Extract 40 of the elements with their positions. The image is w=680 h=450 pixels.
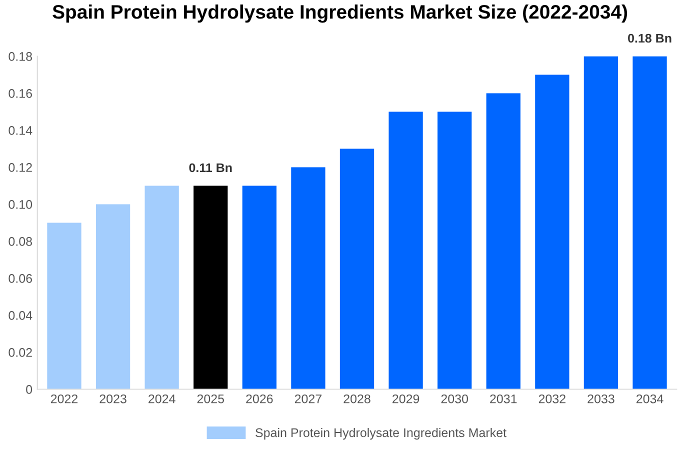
y-tick-label: 0.16 — [8, 89, 32, 98]
bar — [340, 148, 374, 390]
x-tick-label: 2023 — [100, 394, 126, 404]
y-tick-label: 0 — [26, 385, 32, 394]
x-tick-label: 2028 — [344, 394, 370, 404]
x-tick-label: 2030 — [441, 394, 468, 404]
x-tick-label: 2026 — [246, 394, 273, 404]
y-tick-label: 0.08 — [8, 237, 32, 246]
bar — [291, 167, 326, 390]
bar — [144, 186, 179, 390]
x-tick-label: 2027 — [294, 394, 322, 404]
x-tick-label: 2025 — [197, 394, 224, 404]
y-tick-label: 0.02 — [8, 348, 32, 357]
bar — [632, 56, 667, 390]
x-tick-label: 2032 — [538, 394, 566, 404]
data-label: 0.18 Bn — [628, 34, 672, 43]
bar — [438, 112, 472, 390]
bar — [96, 204, 130, 390]
y-tick-label: 0.06 — [8, 274, 32, 283]
chart-title: Spain Protein Hydrolysate Ingredients Market Size (2022-2034) — [52, 4, 628, 23]
bar — [388, 112, 423, 390]
y-tick-label: 0.14 — [8, 126, 32, 135]
bar — [242, 186, 276, 390]
bar — [486, 93, 520, 390]
y-tick-label: 0.18 — [8, 52, 32, 61]
y-tick-label: 0.12 — [8, 163, 32, 172]
y-tick-label: 0.04 — [8, 311, 32, 320]
bar — [535, 74, 570, 390]
bar — [194, 186, 228, 390]
x-tick-label: 2029 — [392, 394, 420, 404]
x-tick-label: 2034 — [636, 394, 664, 404]
data-label: 0.11 Bn — [189, 163, 232, 172]
y-tick-label: 0.10 — [8, 200, 32, 209]
legend-label: Spain Protein Hydrolysate Ingredients Market — [256, 428, 506, 440]
x-tick-label: 2024 — [148, 394, 176, 404]
x-tick-label: 2033 — [588, 394, 614, 404]
x-tick-label: 2022 — [50, 394, 78, 404]
bar — [584, 56, 618, 390]
x-tick-label: 2031 — [490, 394, 517, 404]
bar — [47, 222, 82, 390]
